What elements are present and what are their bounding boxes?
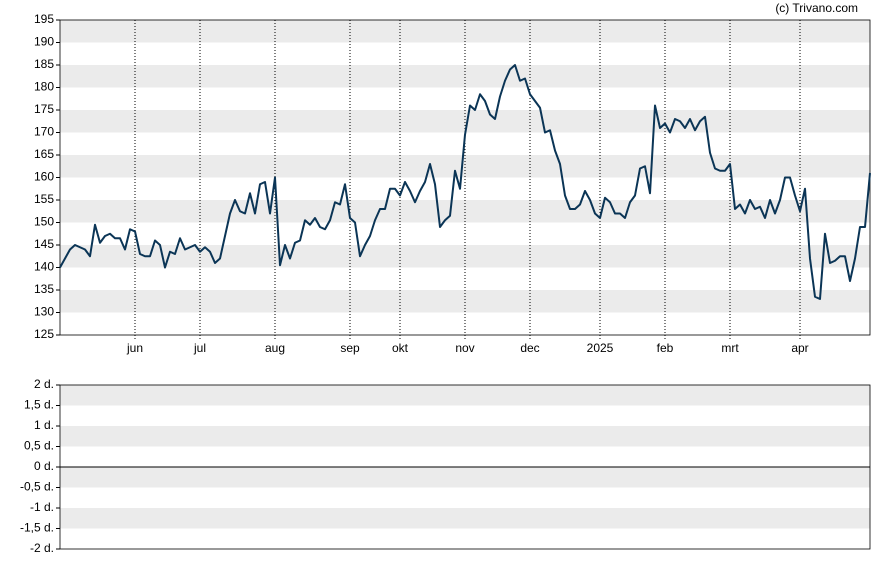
y-tick-label: -1 d. (30, 500, 54, 514)
x-tick-label: mrt (721, 341, 739, 355)
band (60, 290, 870, 313)
x-tick-label: sep (340, 341, 360, 355)
y-tick-label: 135 (34, 282, 54, 296)
x-tick-label: okt (392, 341, 409, 355)
x-tick-label: nov (455, 341, 474, 355)
band (60, 467, 870, 488)
band (60, 426, 870, 447)
y-tick-label: -2 d. (30, 541, 54, 555)
y-tick-label: 185 (34, 57, 54, 71)
y-tick-label: 150 (34, 215, 54, 229)
x-tick-label: aug (265, 341, 285, 355)
copyright: (c) Trivano.com (775, 1, 858, 15)
x-tick-label: 2025 (587, 341, 614, 355)
y-tick-label: -1,5 d. (20, 521, 54, 535)
y-tick-label: 175 (34, 102, 54, 116)
y-tick-label: 0 d. (34, 459, 54, 473)
band (60, 155, 870, 178)
y-tick-label: 0,5 d. (24, 439, 54, 453)
y-tick-label: 165 (34, 147, 54, 161)
x-tick-label: apr (791, 341, 808, 355)
plot-frame (59, 384, 871, 550)
y-tick-label: 180 (34, 80, 54, 94)
band (60, 245, 870, 268)
y-tick-label: 145 (34, 237, 54, 251)
y-tick-label: -0,5 d. (20, 480, 54, 494)
y-tick-label: 190 (34, 35, 54, 49)
y-tick-label: 125 (34, 327, 54, 341)
y-tick-label: 170 (34, 125, 54, 139)
x-tick-label: feb (657, 341, 674, 355)
x-tick-label: dec (520, 341, 539, 355)
y-tick-label: 130 (34, 305, 54, 319)
price-line (59, 64, 871, 300)
y-tick-label: 2 d. (34, 377, 54, 391)
band (60, 200, 870, 223)
band (60, 20, 870, 43)
band (60, 508, 870, 529)
y-tick-label: 1,5 d. (24, 398, 54, 412)
y-tick-label: 160 (34, 170, 54, 184)
band (60, 385, 870, 406)
band (60, 65, 870, 88)
y-tick-label: 195 (34, 12, 54, 26)
x-tick-label: jul (193, 341, 206, 355)
x-tick-label: jun (126, 341, 143, 355)
y-tick-label: 155 (34, 192, 54, 206)
y-tick-label: 140 (34, 260, 54, 274)
y-tick-label: 1 d. (34, 418, 54, 432)
